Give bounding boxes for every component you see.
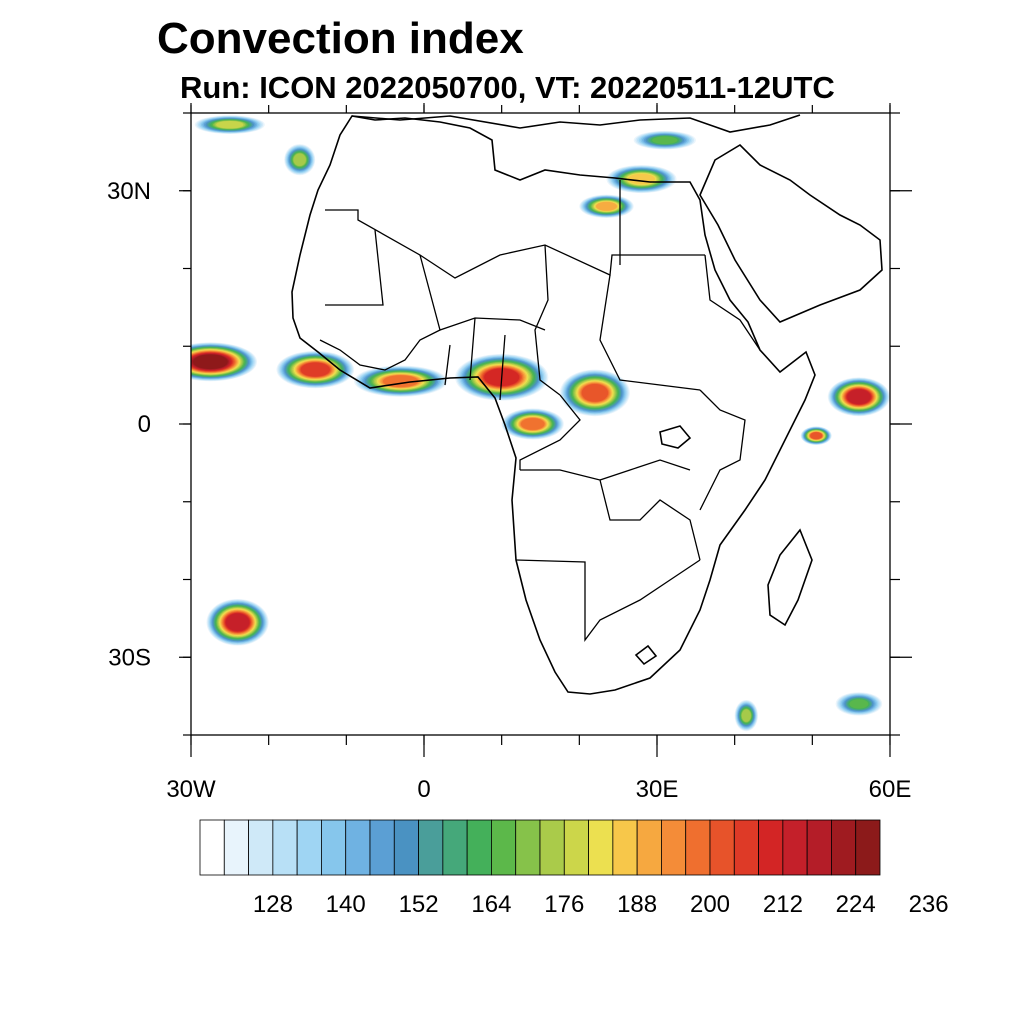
colorbar-swatch [491,819,517,876]
convection-cell-14 [194,115,265,134]
colorbar-swatch [442,819,468,876]
convection-cell-4 [559,369,630,417]
convection-cell-15 [633,130,696,150]
convection-cell-5 [501,408,564,440]
colorbar-swatch [831,819,857,876]
colorbar-swatch [685,819,711,876]
colorbar-swatch [296,819,322,876]
convection-cell-7 [579,194,634,218]
colorbar-swatch [248,819,274,876]
lon-tick-label: 60E [869,776,912,803]
colorbar-label: 176 [544,891,584,918]
europe-coastline [351,114,801,133]
colorbar-swatch [855,819,881,876]
colorbar-swatch [612,819,638,876]
colorbar-swatch [369,819,395,876]
convection-cell-12 [734,700,758,732]
coastlines [291,114,883,695]
convection-cell-8 [284,144,316,176]
colorbar-swatch [223,819,249,876]
colorbar-label: 200 [690,891,730,918]
madagascar-coastline [767,528,813,627]
lat-tick-label: 0 [138,411,151,438]
colorbar-swatch [806,819,832,876]
colorbar-swatch [636,819,662,876]
colorbar-swatch [321,819,347,876]
convection-cell-6 [606,165,677,194]
convection-cell-11 [206,599,269,646]
colorbar-label: 152 [399,891,439,918]
colorbar-label: 164 [471,891,511,918]
convection-cell-0 [191,342,257,382]
colorbar-swatch [588,819,614,876]
africa-coastline [291,115,816,695]
axis-ticks: 30N 0 30S 30W 0 30E 60E [107,103,912,803]
country-borders [319,180,761,642]
chart-subtitle: Run: ICON 2022050700, VT: 20220511-12UTC [180,70,835,105]
convection-cell-1 [276,350,355,389]
colorbar-swatch [418,819,444,876]
colorbar-swatch [345,819,371,876]
lake-victoria [659,425,692,449]
colorbar-label: 236 [909,891,949,918]
colorbar: 128 140 152 164 176 188 200 212 224 236 [199,819,949,918]
colorbar-swatch [563,819,589,876]
lat-tick-label: 30N [107,178,151,205]
colorbar-swatch [661,819,687,876]
convection-cell-2 [354,365,448,397]
lat-tick-label: 30S [108,644,151,671]
colorbar-swatch [782,819,808,876]
lon-tick-label: 30E [636,776,679,803]
colorbar-swatch [758,819,784,876]
convection-field [191,115,890,732]
colorbar-label: 224 [836,891,876,918]
colorbar-swatch [539,819,565,876]
convection-cell-9 [827,377,890,417]
colorbar-swatch [709,819,735,876]
colorbar-label: 128 [253,891,293,918]
colorbar-label: 212 [763,891,803,918]
colorbar-swatch [515,819,541,876]
arabia-coastline [699,143,883,323]
lesotho-border [634,644,658,666]
colorbar-swatch [466,819,492,876]
chart-title: Convection index [157,14,524,63]
lon-tick-label: 0 [417,776,430,803]
colorbar-swatch [272,819,298,876]
lon-tick-label: 30W [166,776,216,803]
colorbar-swatch [733,819,759,876]
colorbar-swatch [393,819,419,876]
convection-cell-10 [800,426,832,446]
colorbar-label: 188 [617,891,657,918]
colorbar-swatch [199,819,225,876]
convection-cell-13 [835,692,883,716]
colorbar-label: 140 [326,891,366,918]
